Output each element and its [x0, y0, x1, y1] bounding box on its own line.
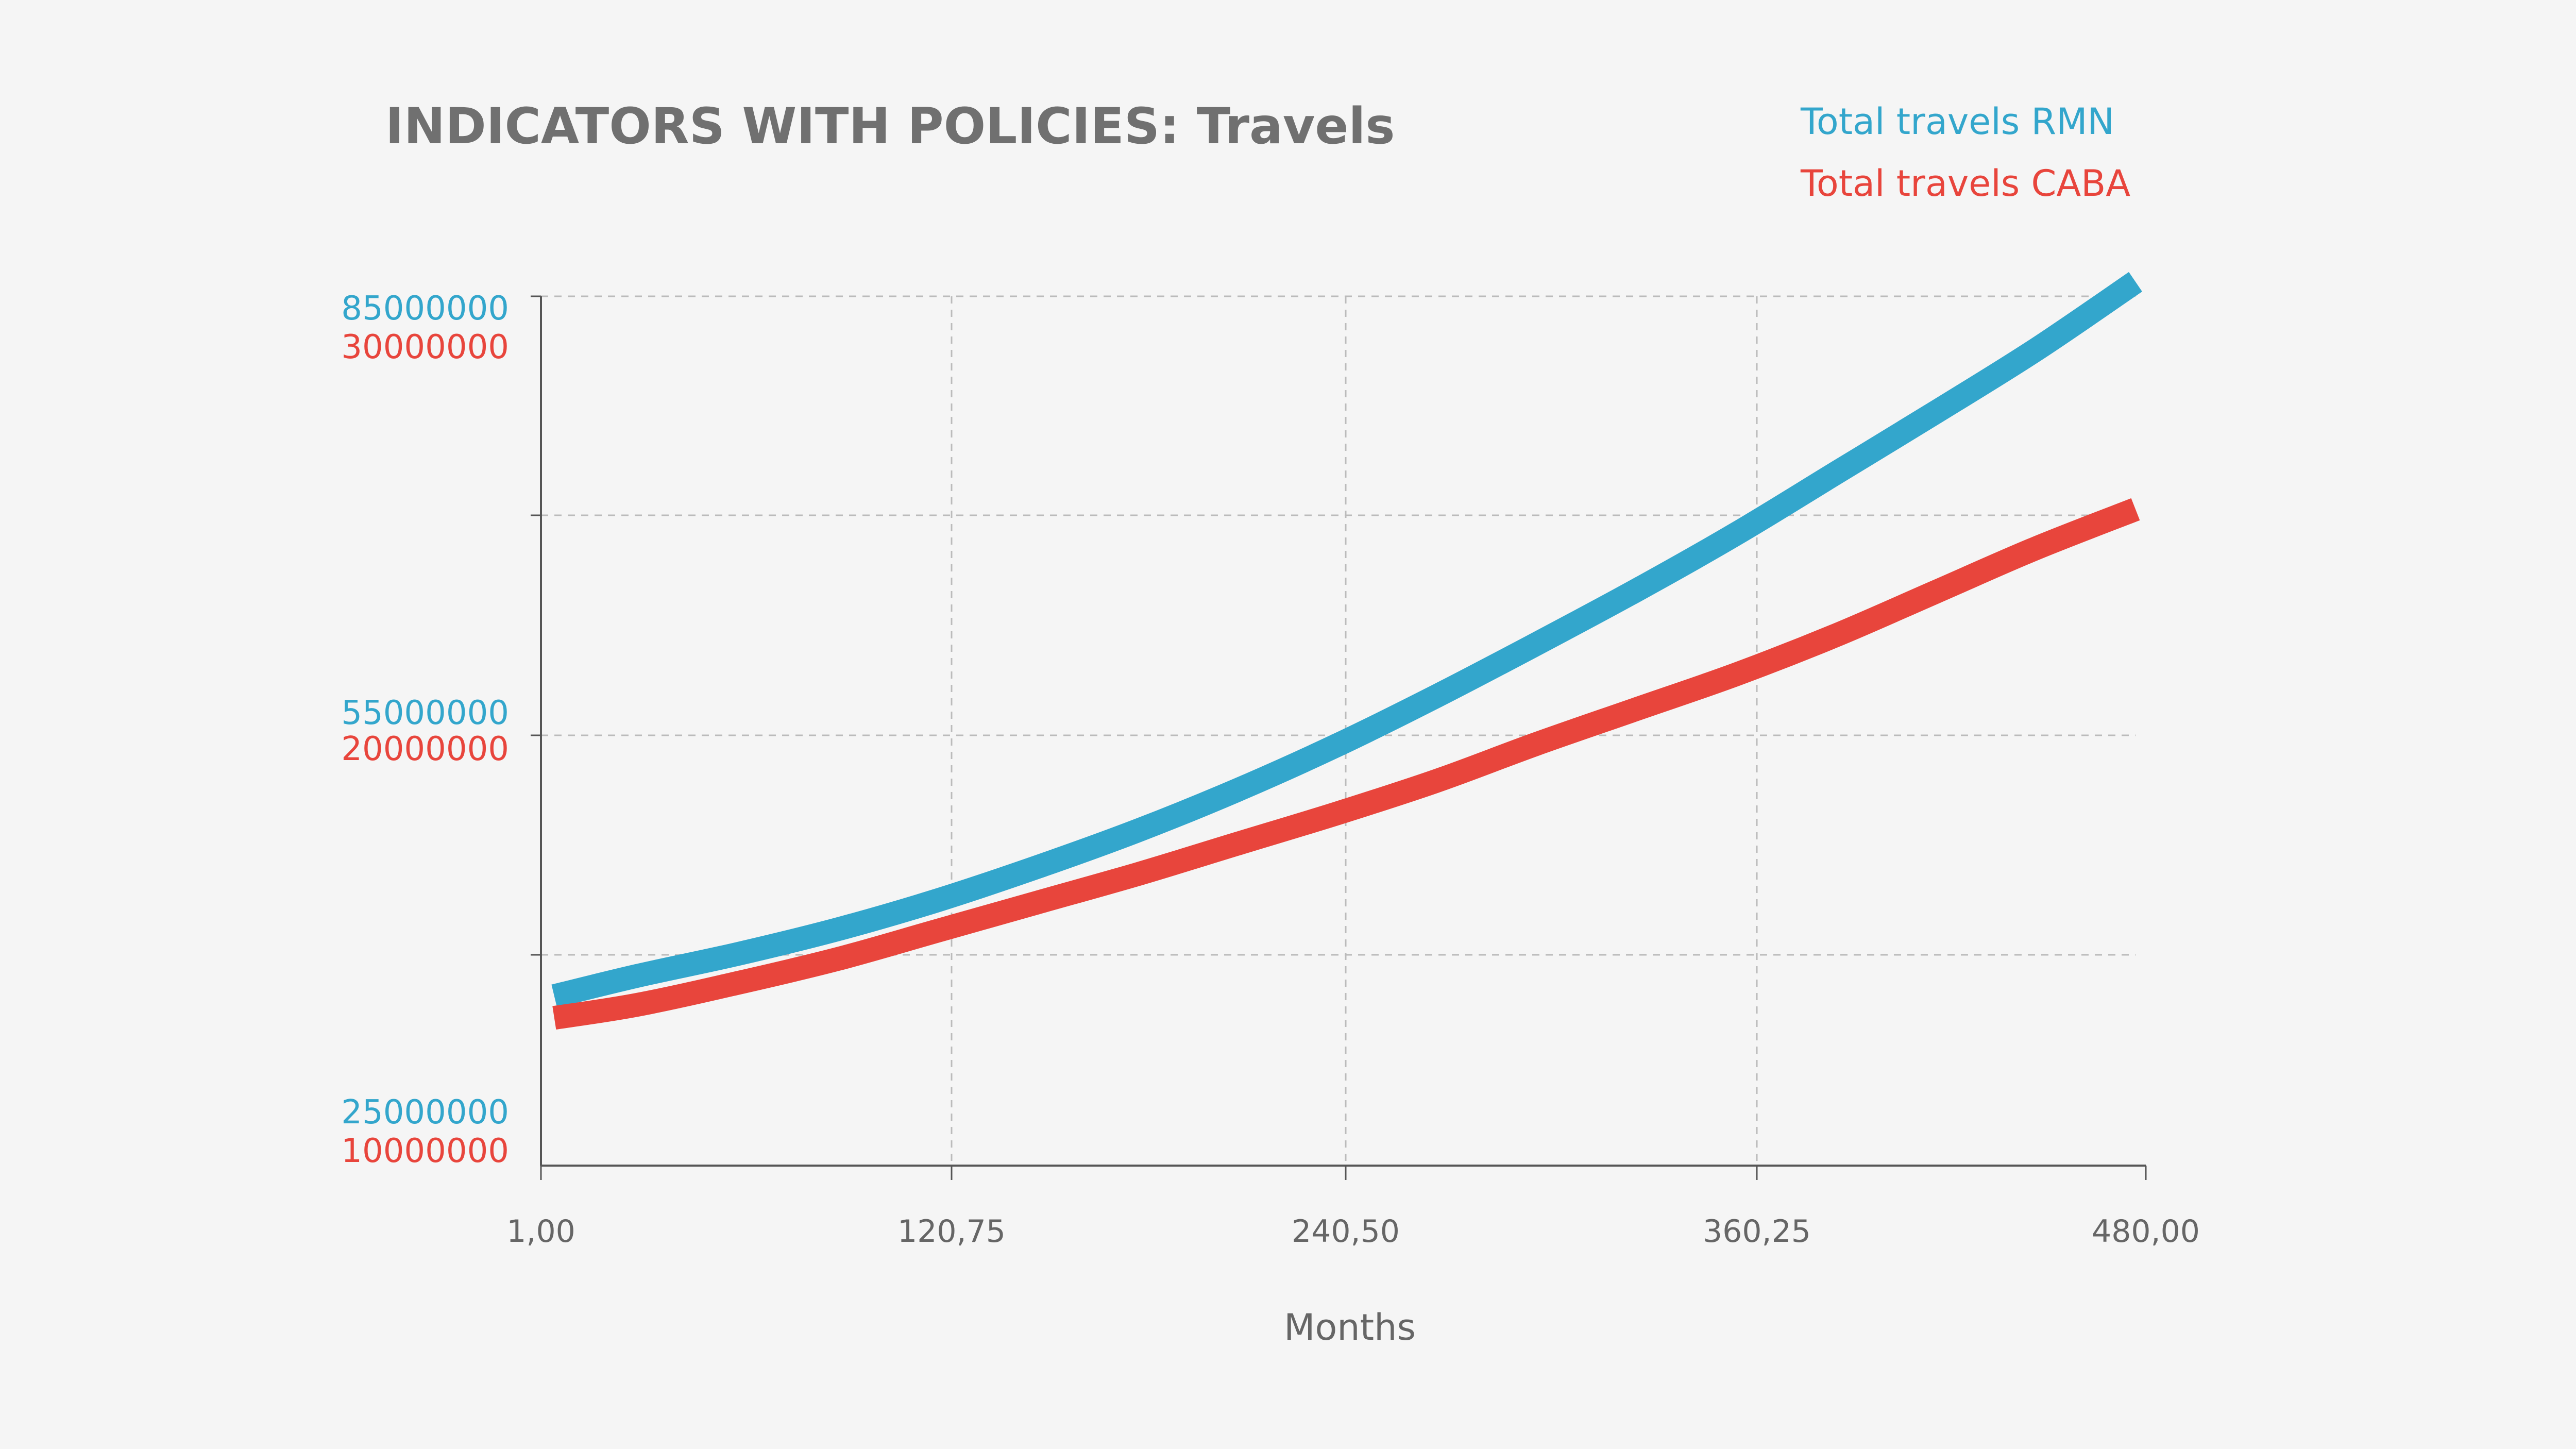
- axes: [531, 295, 2147, 1180]
- x-tick-label-4: 480,00: [2092, 1214, 2200, 1250]
- legend-rmn-label: Total travels RMN: [1800, 100, 2114, 143]
- grid-lines: [541, 295, 2136, 1166]
- x-tick-label-3: 360,25: [1703, 1214, 1811, 1250]
- series-lines: [551, 272, 2142, 1030]
- y-tick-label-caba-0: 30000000: [341, 328, 509, 366]
- legend-caba-label: Total travels CABA: [1800, 162, 2130, 205]
- tick-labels: 1,00 120,75 240,50 360,25 480,00 85000000 5500…: [341, 290, 2200, 1250]
- y-tick-label-rmn-0: 85000000: [341, 290, 509, 328]
- y-tick-label-rmn-2: 25000000: [341, 1093, 509, 1132]
- x-tick-label-0: 1,00: [506, 1214, 575, 1250]
- chart-title: INDICATORS WITH POLICIES: Travels: [385, 97, 1395, 155]
- series-line-caba: [552, 498, 2140, 1030]
- series-line-rmn: [551, 272, 2142, 1008]
- x-axis-label: Months: [1284, 1306, 1416, 1349]
- y-tick-label-caba-1: 20000000: [341, 730, 509, 768]
- y-tick-label-caba-2: 10000000: [341, 1132, 509, 1170]
- x-tick-label-1: 120,75: [897, 1214, 1006, 1250]
- x-tick-label-2: 240,50: [1292, 1214, 1400, 1250]
- y-tick-label-rmn-1: 55000000: [341, 694, 509, 732]
